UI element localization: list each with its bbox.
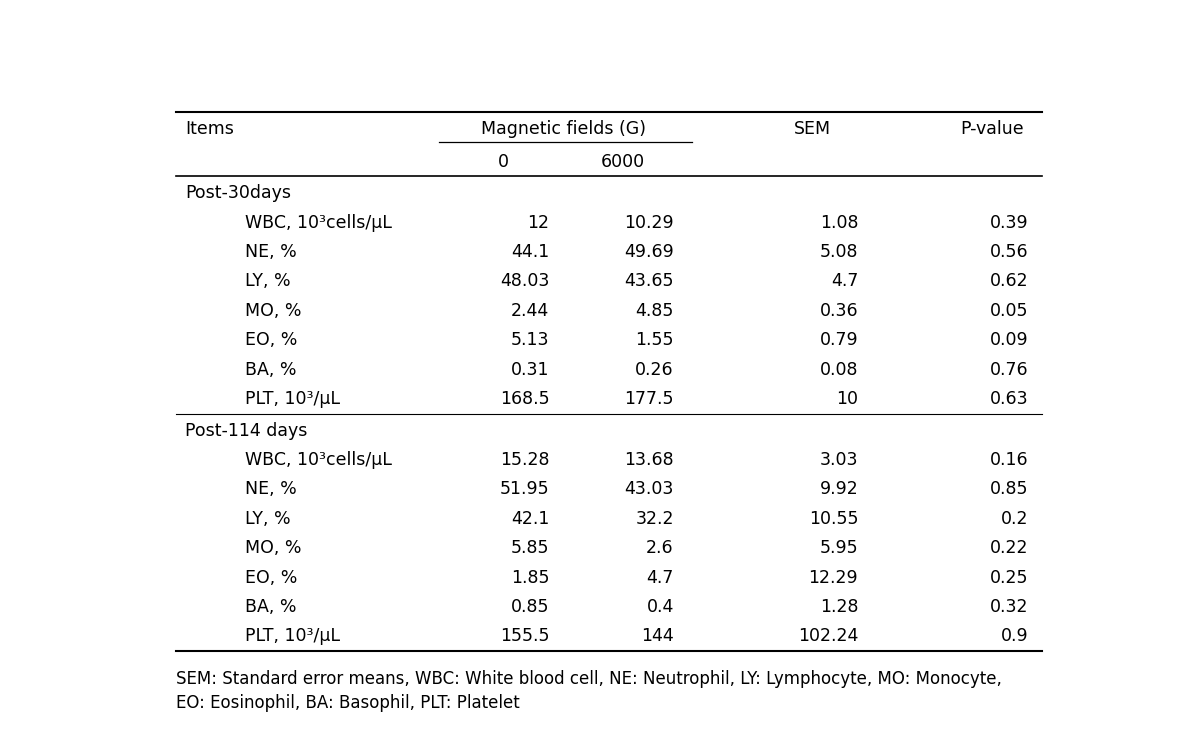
Text: 177.5: 177.5 — [624, 390, 674, 408]
Text: EO, %: EO, % — [245, 331, 297, 349]
Text: 0.31: 0.31 — [511, 360, 549, 379]
Text: SEM: Standard error means, WBC: White blood cell, NE: Neutrophil, LY: Lymphocyte: SEM: Standard error means, WBC: White bl… — [176, 670, 1002, 688]
Text: 0.25: 0.25 — [990, 569, 1028, 586]
Text: 0.26: 0.26 — [635, 360, 674, 379]
Text: 5.85: 5.85 — [511, 539, 549, 557]
Text: 0.9: 0.9 — [1001, 628, 1028, 645]
Text: NE, %: NE, % — [245, 480, 297, 498]
Text: 5.95: 5.95 — [819, 539, 858, 557]
Text: Items: Items — [185, 120, 234, 138]
Text: 144: 144 — [641, 628, 674, 645]
Text: 2.6: 2.6 — [647, 539, 674, 557]
Text: 0.76: 0.76 — [990, 360, 1028, 379]
Text: EO: Eosinophil, BA: Basophil, PLT: Platelet: EO: Eosinophil, BA: Basophil, PLT: Plate… — [176, 694, 520, 712]
Text: 48.03: 48.03 — [501, 272, 549, 291]
Text: 15.28: 15.28 — [499, 451, 549, 469]
Text: 32.2: 32.2 — [635, 509, 674, 528]
Text: 3.03: 3.03 — [819, 451, 858, 469]
Text: P-value: P-value — [960, 120, 1024, 138]
Text: 0.36: 0.36 — [819, 302, 858, 320]
Text: 168.5: 168.5 — [499, 390, 549, 408]
Text: 9.92: 9.92 — [819, 480, 858, 498]
Text: 0.2: 0.2 — [1001, 509, 1028, 528]
Text: SEM: SEM — [793, 120, 831, 138]
Text: 10.29: 10.29 — [624, 214, 674, 232]
Text: Post-30days: Post-30days — [185, 184, 291, 202]
Text: EO, %: EO, % — [245, 569, 297, 586]
Text: 12: 12 — [528, 214, 549, 232]
Text: 0.32: 0.32 — [990, 598, 1028, 616]
Text: 13.68: 13.68 — [624, 451, 674, 469]
Text: 4.85: 4.85 — [635, 302, 674, 320]
Text: 1.85: 1.85 — [511, 569, 549, 586]
Text: 0.22: 0.22 — [990, 539, 1028, 557]
Text: 0: 0 — [498, 153, 509, 170]
Text: 102.24: 102.24 — [798, 628, 858, 645]
Text: WBC, 10³cells/μL: WBC, 10³cells/μL — [245, 451, 392, 469]
Text: 0.79: 0.79 — [819, 331, 858, 349]
Text: 0.08: 0.08 — [819, 360, 858, 379]
Text: 42.1: 42.1 — [511, 509, 549, 528]
Text: 0.63: 0.63 — [990, 390, 1028, 408]
Text: 2.44: 2.44 — [511, 302, 549, 320]
Text: 1.08: 1.08 — [819, 214, 858, 232]
Text: 1.55: 1.55 — [635, 331, 674, 349]
Text: MO, %: MO, % — [245, 539, 302, 557]
Text: 44.1: 44.1 — [511, 243, 549, 261]
Text: 49.69: 49.69 — [624, 243, 674, 261]
Text: 43.65: 43.65 — [624, 272, 674, 291]
Text: MO, %: MO, % — [245, 302, 302, 320]
Text: BA, %: BA, % — [245, 598, 297, 616]
Text: WBC, 10³cells/μL: WBC, 10³cells/μL — [245, 214, 392, 232]
Text: 0.62: 0.62 — [990, 272, 1028, 291]
Text: PLT, 10³/μL: PLT, 10³/μL — [245, 628, 340, 645]
Text: LY, %: LY, % — [245, 272, 291, 291]
Text: Post-114 days: Post-114 days — [185, 421, 308, 440]
Text: LY, %: LY, % — [245, 509, 291, 528]
Text: Magnetic fields (G): Magnetic fields (G) — [480, 120, 646, 138]
Text: 0.85: 0.85 — [990, 480, 1028, 498]
Text: 1.28: 1.28 — [819, 598, 858, 616]
Text: 4.7: 4.7 — [831, 272, 858, 291]
Text: 0.85: 0.85 — [511, 598, 549, 616]
Text: NE, %: NE, % — [245, 243, 297, 261]
Text: BA, %: BA, % — [245, 360, 297, 379]
Text: 10.55: 10.55 — [809, 509, 858, 528]
Text: 0.16: 0.16 — [990, 451, 1028, 469]
Text: PLT, 10³/μL: PLT, 10³/μL — [245, 390, 340, 408]
Text: 0.56: 0.56 — [990, 243, 1028, 261]
Text: 12.29: 12.29 — [809, 569, 858, 586]
Text: 10: 10 — [836, 390, 858, 408]
Text: 5.13: 5.13 — [511, 331, 549, 349]
Text: 0.39: 0.39 — [990, 214, 1028, 232]
Text: 6000: 6000 — [602, 153, 646, 170]
Text: 0.4: 0.4 — [647, 598, 674, 616]
Text: 4.7: 4.7 — [647, 569, 674, 586]
Text: 43.03: 43.03 — [624, 480, 674, 498]
Text: 0.09: 0.09 — [990, 331, 1028, 349]
Text: 155.5: 155.5 — [499, 628, 549, 645]
Text: 51.95: 51.95 — [499, 480, 549, 498]
Text: 5.08: 5.08 — [819, 243, 858, 261]
Text: 0.05: 0.05 — [990, 302, 1028, 320]
